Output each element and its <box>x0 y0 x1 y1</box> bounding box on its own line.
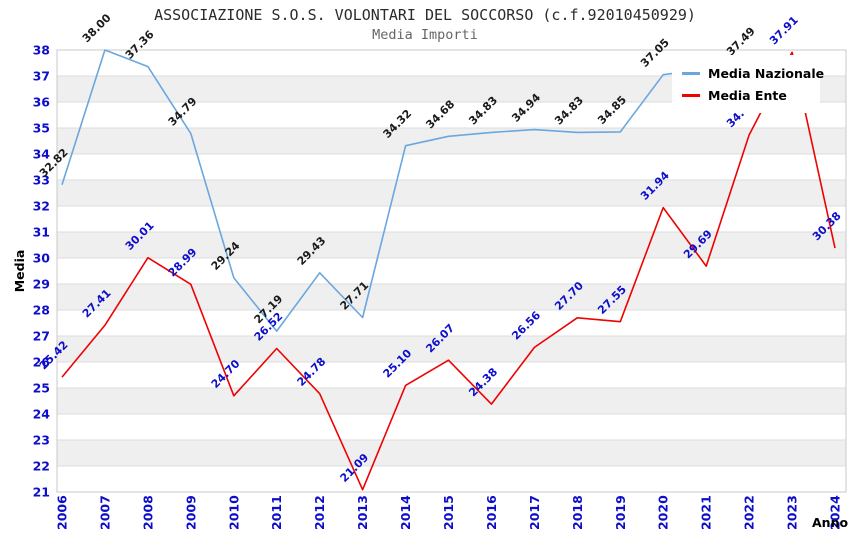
y-tick-label: 22 <box>33 459 50 474</box>
x-tick-label: 2017 <box>527 495 542 530</box>
value-label-media-nazionale: 38.00 <box>80 11 114 45</box>
grid-band <box>57 336 846 362</box>
x-tick-label: 2010 <box>226 495 241 530</box>
value-label-media-ente: 37.91 <box>767 14 801 48</box>
series-line-media-ente <box>61 51 836 491</box>
legend-swatch-media-ente-icon <box>682 93 700 97</box>
grid-band <box>57 310 846 336</box>
grid-band <box>57 388 846 414</box>
y-tick-label: 31 <box>33 225 50 240</box>
grid-band <box>57 206 846 232</box>
x-tick-label: 2024 <box>828 495 843 530</box>
y-tick-label: 24 <box>33 407 51 422</box>
x-tick-label: 2009 <box>183 495 198 530</box>
y-tick-label: 27 <box>33 329 50 344</box>
grid-band <box>57 180 846 206</box>
x-tick-label: 2013 <box>355 495 370 530</box>
grid-band <box>57 284 846 310</box>
x-tick-label: 2023 <box>785 495 800 530</box>
y-tick-label: 38 <box>33 43 50 58</box>
y-tick-label: 21 <box>33 485 50 500</box>
grid-band <box>57 466 846 492</box>
y-tick-label: 29 <box>33 277 50 292</box>
x-tick-label: 2021 <box>699 495 714 530</box>
y-axis-title: Media <box>12 250 27 293</box>
x-tick-label: 2008 <box>140 495 155 530</box>
y-tick-label: 25 <box>33 381 50 396</box>
x-tick-label: 2006 <box>55 495 70 530</box>
x-tick-label: 2014 <box>398 495 413 530</box>
grid-band <box>57 232 846 258</box>
legend-item-media-nazionale: Media Nazionale <box>682 62 824 84</box>
y-tick-label: 33 <box>33 173 50 188</box>
legend-swatch-media-nazionale-icon <box>682 71 700 75</box>
x-tick-label: 2007 <box>97 495 112 530</box>
x-tick-label: 2019 <box>613 495 628 530</box>
y-tick-label: 28 <box>33 303 50 318</box>
grid-band <box>57 414 846 440</box>
grid-band <box>57 258 846 284</box>
y-tick-label: 26 <box>33 355 51 370</box>
x-tick-label: 2020 <box>656 495 671 530</box>
x-tick-label: 2022 <box>742 495 757 530</box>
y-tick-label: 34 <box>33 147 51 162</box>
y-tick-label: 35 <box>33 121 50 136</box>
series-line-media-nazionale <box>61 49 750 332</box>
x-tick-label: 2018 <box>570 495 585 530</box>
x-tick-label: 2011 <box>269 495 284 530</box>
chart-subtitle: Media Importi <box>372 27 478 43</box>
x-axis-title: Anno <box>812 515 848 530</box>
chart-title: ASSOCIAZIONE S.O.S. VOLONTARI DEL SOCCOR… <box>154 6 696 24</box>
x-tick-label: 2016 <box>484 495 499 530</box>
grid-band <box>57 362 846 388</box>
y-tick-label: 32 <box>33 199 50 214</box>
legend: Media Nazionale Media Ente <box>672 55 824 113</box>
y-tick-label: 23 <box>33 433 50 448</box>
legend-label-media-ente: Media Ente <box>708 87 787 103</box>
x-tick-label: 2015 <box>441 495 456 530</box>
x-tick-label: 2012 <box>312 495 327 530</box>
y-tick-label: 36 <box>33 95 51 110</box>
y-tick-label: 30 <box>33 251 51 266</box>
grid-band <box>57 128 846 154</box>
legend-item-media-ente: Media Ente <box>682 84 812 106</box>
grid-band <box>57 154 846 180</box>
legend-label-media-nazionale: Media Nazionale <box>708 65 825 81</box>
y-tick-label: 37 <box>33 69 50 84</box>
plot-border <box>56 49 847 493</box>
grid-band <box>57 440 846 466</box>
